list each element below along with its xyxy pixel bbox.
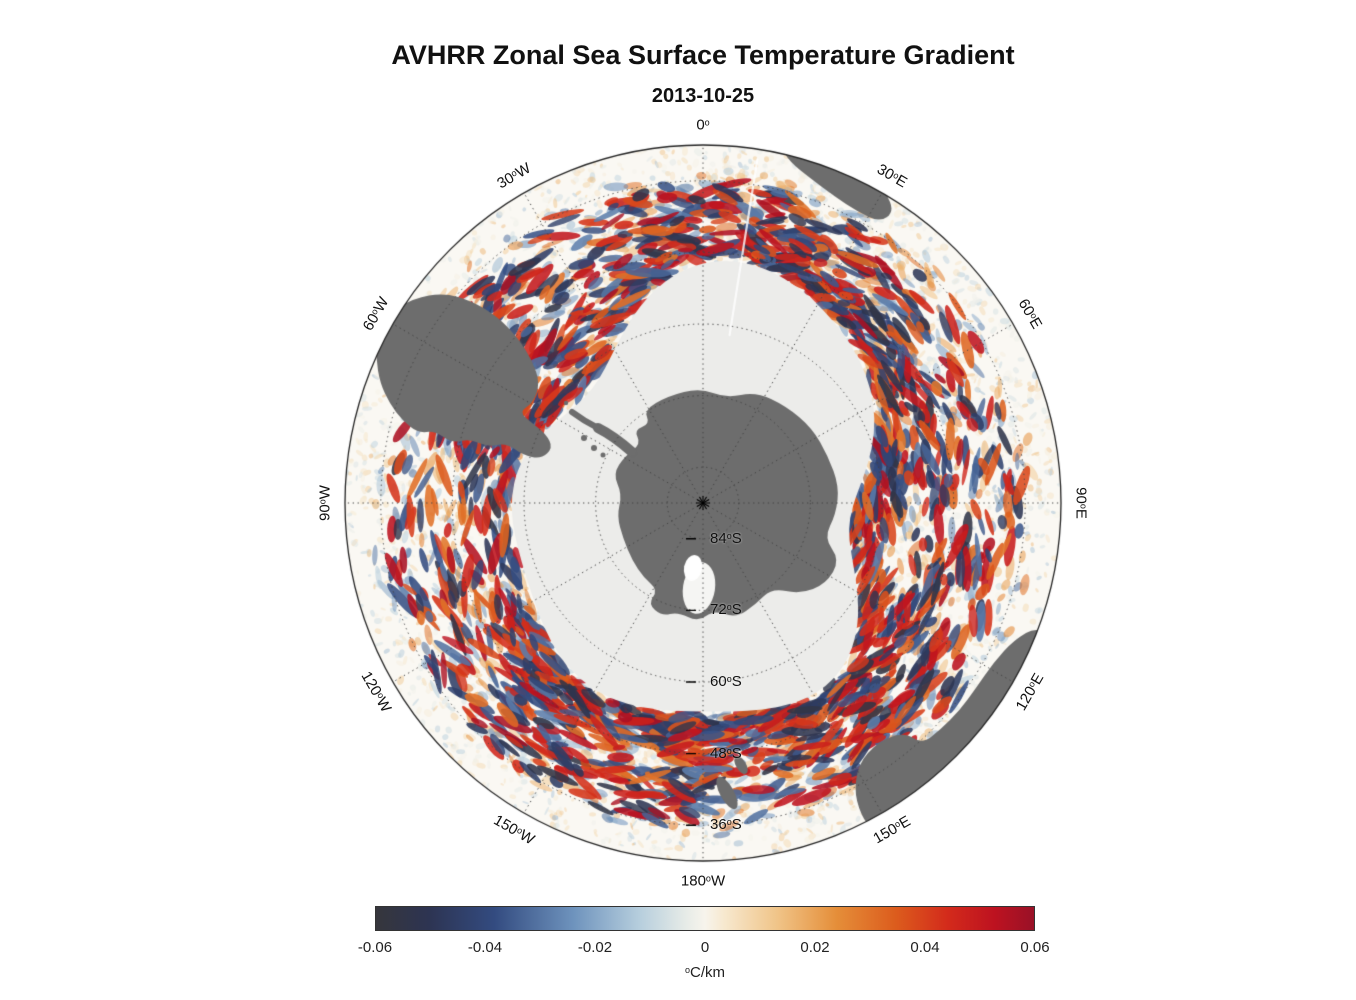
lat-label-36s: 36oS (710, 816, 742, 834)
colorbar-tick--0.02: -0.02 (577, 939, 613, 956)
colorbar-tick--0.04: -0.04 (467, 939, 503, 956)
colorbar-tick-0.04: 0.04 (910, 939, 940, 956)
colorbar-tick-0.02: 0.02 (800, 939, 830, 956)
lat-label-84s: 84oS (710, 529, 742, 547)
lat-label-60s: 60oS (710, 673, 742, 690)
figure-title: AVHRR Zonal Sea Surface Temperature Grad… (391, 40, 1015, 70)
colorbar-unit-label: oC/km (684, 964, 726, 981)
lon-label-90e: 90oE (1072, 487, 1090, 519)
lat-label-48s: 48oS (710, 744, 742, 762)
lon-label-90w: 90oW (316, 485, 334, 521)
colorbar-tick--0.06: -0.06 (357, 939, 393, 956)
colorbar: -0.06 -0.04 -0.02 0 0.02 0.04 0.06 oC/km (358, 906, 1050, 992)
colorbar-tick-0: 0 (700, 939, 710, 956)
colorbar-gradient (375, 906, 1035, 931)
lon-label-0: 0o (696, 116, 710, 134)
figure-date-subtitle: 2013-10-25 (651, 85, 755, 107)
lat-label-72s: 72oS (710, 601, 742, 619)
colorbar-tick-0.06: 0.06 (1020, 939, 1050, 956)
lon-label-180w: 180oW (680, 872, 726, 890)
